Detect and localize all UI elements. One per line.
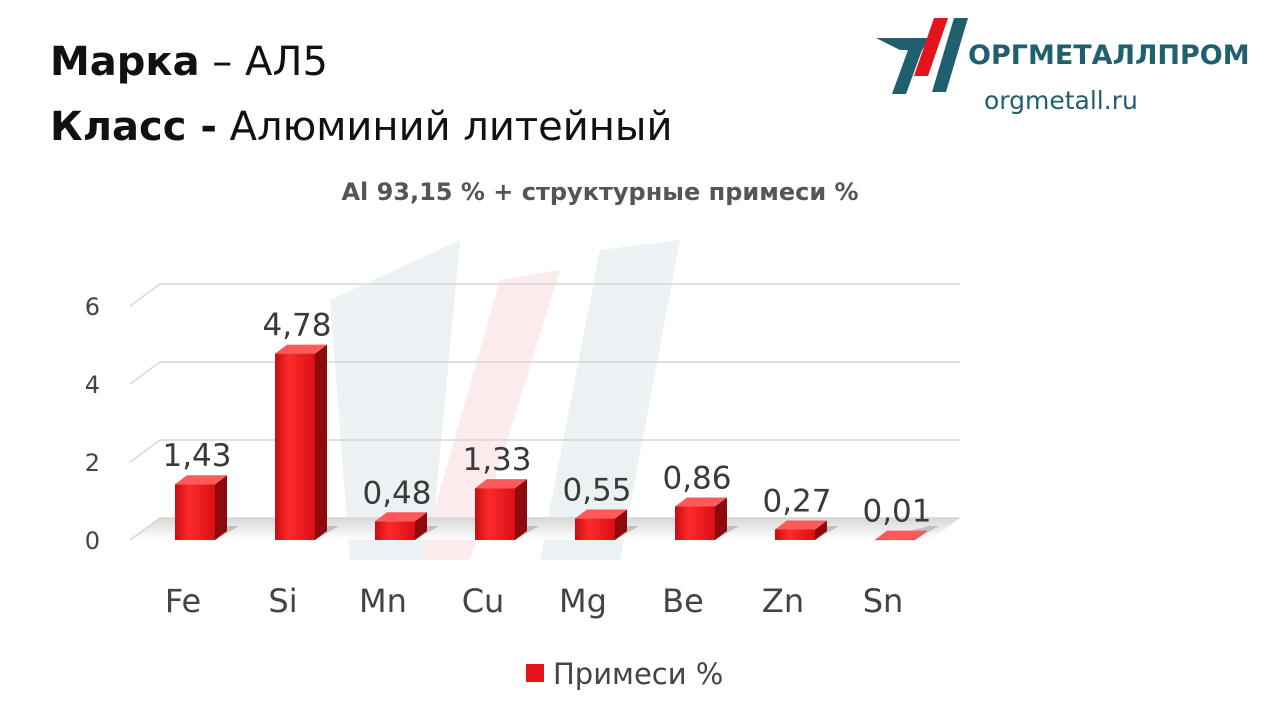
data-label: 4,78 [262, 308, 331, 344]
data-label: 1,43 [162, 438, 231, 474]
bar-side [515, 479, 527, 540]
bar-be [675, 497, 739, 540]
bar-top [175, 475, 227, 485]
legend-label: Примеси % [553, 657, 723, 691]
logo-url: orgmetall.ru [984, 86, 1138, 115]
bar-side [215, 475, 227, 540]
bar-si [275, 344, 339, 540]
bar-fe [175, 475, 239, 540]
bar-top [675, 497, 727, 507]
bar-side [415, 512, 427, 540]
bar-front [675, 506, 715, 540]
bar-front [475, 488, 515, 540]
bar-front [875, 539, 915, 541]
y-tick-label: 6 [85, 293, 100, 321]
bar-sn [875, 526, 939, 541]
bar-top [375, 512, 427, 522]
bar-side [815, 520, 827, 540]
bar-top [475, 479, 527, 489]
bar-top [275, 344, 327, 354]
logo-mark-icon [876, 18, 968, 94]
x-category-label: Cu [462, 582, 505, 620]
bar-top [575, 509, 627, 519]
y-tick-label: 2 [85, 449, 100, 477]
logo-name: ОРГМЕТАЛЛПРОМ [968, 40, 1250, 71]
gridline [129, 361, 960, 385]
x-category-label: Sn [863, 582, 904, 620]
class-label: Класс - [50, 104, 217, 150]
bar-side [315, 344, 327, 540]
bar-front [375, 521, 415, 540]
bar-mn [375, 512, 439, 540]
x-category-label: Mn [359, 582, 407, 620]
bar-cu [475, 479, 539, 540]
gridline [129, 439, 960, 463]
y-tick-label: 0 [85, 527, 100, 555]
class-heading: Класс - Алюминий литейный [50, 103, 672, 151]
data-label: 0,01 [862, 494, 931, 530]
data-label: 1,33 [462, 442, 531, 478]
bar-front [275, 353, 315, 540]
grade-label: Марка [50, 39, 200, 85]
data-label: 0,55 [562, 473, 631, 509]
y-tick-label: 4 [85, 371, 100, 399]
bar-side [715, 497, 727, 540]
bar-top [875, 530, 927, 540]
watermark-logo [330, 240, 680, 560]
company-logo: ОРГМЕТАЛЛПРОМ orgmetall.ru [872, 16, 1252, 126]
bar-front [175, 484, 215, 540]
x-category-label: Zn [762, 582, 804, 620]
bar-side [915, 530, 927, 540]
bar-zn [775, 520, 839, 540]
bar-top [775, 520, 827, 530]
bar-mg [575, 509, 639, 540]
x-category-label: Be [662, 582, 704, 620]
grade-heading: Марка – АЛ5 [50, 38, 328, 86]
chart-title: Al 93,15 % + структурные примеси % [341, 178, 858, 206]
bar-front [775, 529, 815, 540]
gridline [129, 283, 960, 307]
legend: Примеси % [526, 657, 723, 691]
legend-swatch [526, 664, 544, 682]
data-label: 0,86 [662, 460, 731, 496]
grade-value: – АЛ5 [199, 39, 328, 85]
x-category-label: Mg [559, 582, 607, 620]
class-value: Алюминий литейный [216, 104, 673, 150]
data-label: 0,27 [762, 483, 831, 519]
data-label: 0,48 [362, 475, 431, 511]
bar-front [575, 518, 615, 540]
x-category-label: Si [268, 582, 297, 620]
x-category-label: Fe [165, 582, 201, 620]
chart-floor [130, 518, 960, 540]
bar-side [615, 509, 627, 540]
